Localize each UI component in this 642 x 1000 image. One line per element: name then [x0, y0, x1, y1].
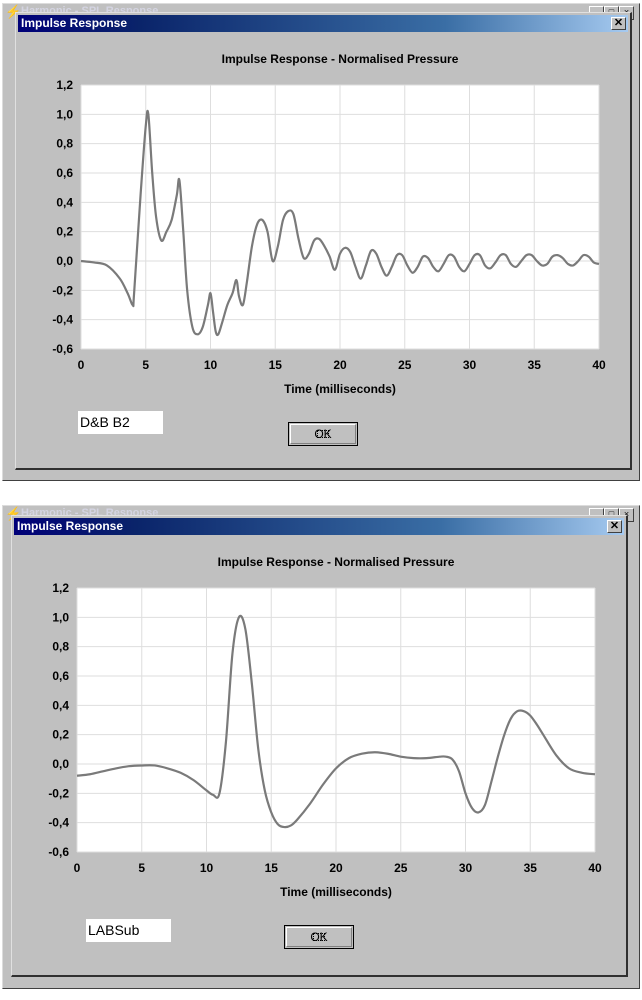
ok-button-label: OK — [314, 427, 332, 441]
x-tick-label: 10 — [200, 861, 214, 875]
y-tick-label: 1,2 — [56, 78, 73, 92]
y-tick-label: -0,6 — [52, 342, 73, 356]
impulse-response-dialog: Impulse Response ✕ Impulse Response - No… — [11, 515, 628, 977]
y-tick-label: 1,0 — [52, 610, 69, 624]
series-label-box: D&B B2 — [78, 411, 163, 434]
y-tick-label: -0,6 — [48, 845, 69, 859]
close-button[interactable]: ✕ — [611, 17, 626, 30]
impulse-response-chart: Impulse Response - Normalised Pressure 1,… — [52, 52, 606, 396]
x-tick-label: 30 — [463, 358, 477, 372]
x-tick-label: 15 — [265, 861, 279, 875]
y-tick-label: 0,2 — [52, 728, 69, 742]
ok-button[interactable]: OK — [288, 422, 358, 446]
ok-button[interactable]: OK — [284, 925, 354, 949]
impulse-response-curve — [80, 109, 600, 337]
ok-button-label: OK — [310, 930, 328, 944]
window-title: Impulse Response — [21, 16, 128, 30]
y-tick-label: 0,8 — [56, 137, 73, 151]
close-icon: ✕ — [609, 520, 620, 532]
y-tick-label: 1,2 — [52, 581, 69, 595]
x-tick-label: 25 — [398, 358, 412, 372]
x-tick-label: 25 — [394, 861, 408, 875]
x-tick-label: 0 — [78, 358, 85, 372]
impulse-response-dialog: Impulse Response ✕ Impulse Response - No… — [15, 12, 632, 470]
title-bar[interactable]: Impulse Response ✕ — [18, 15, 628, 32]
y-tick-label: -0,4 — [52, 313, 73, 327]
chart-title: Impulse Response - Normalised Pressure — [218, 555, 455, 569]
x-tick-label: 5 — [142, 358, 149, 372]
y-tick-label: 0,8 — [52, 640, 69, 654]
x-axis-label: Time (milliseconds) — [284, 382, 396, 396]
impulse-response-curve — [76, 614, 596, 829]
x-tick-label: 20 — [329, 861, 343, 875]
window-title: Impulse Response — [17, 519, 124, 533]
close-icon: ✕ — [613, 17, 624, 29]
close-button[interactable]: ✕ — [607, 520, 622, 533]
x-tick-label: 35 — [524, 861, 538, 875]
x-tick-label: 15 — [269, 358, 283, 372]
y-tick-label: 0,4 — [52, 698, 69, 712]
x-tick-label: 40 — [588, 861, 602, 875]
y-tick-label: 0,6 — [56, 166, 73, 180]
x-tick-label: 0 — [74, 861, 81, 875]
y-tick-label: -0,2 — [52, 283, 73, 297]
x-tick-label: 5 — [138, 861, 145, 875]
y-tick-label: 0,6 — [52, 669, 69, 683]
y-tick-label: 0,0 — [52, 757, 69, 771]
x-tick-label: 20 — [333, 358, 347, 372]
y-tick-label: 0,0 — [56, 254, 73, 268]
x-tick-label: 35 — [528, 358, 542, 372]
x-tick-label: 10 — [204, 358, 218, 372]
y-tick-label: 0,4 — [56, 195, 73, 209]
title-bar[interactable]: Impulse Response ✕ — [14, 518, 624, 535]
x-axis-label: Time (milliseconds) — [280, 885, 392, 899]
chart-title: Impulse Response - Normalised Pressure — [222, 52, 459, 66]
impulse-response-chart: Impulse Response - Normalised Pressure 1,… — [48, 555, 602, 899]
series-label-box: LABSub — [86, 919, 171, 942]
y-tick-label: -0,2 — [48, 786, 69, 800]
y-tick-label: 0,2 — [56, 225, 73, 239]
x-tick-label: 30 — [459, 861, 473, 875]
y-tick-label: -0,4 — [48, 816, 69, 830]
x-tick-label: 40 — [592, 358, 606, 372]
y-tick-label: 1,0 — [56, 107, 73, 121]
